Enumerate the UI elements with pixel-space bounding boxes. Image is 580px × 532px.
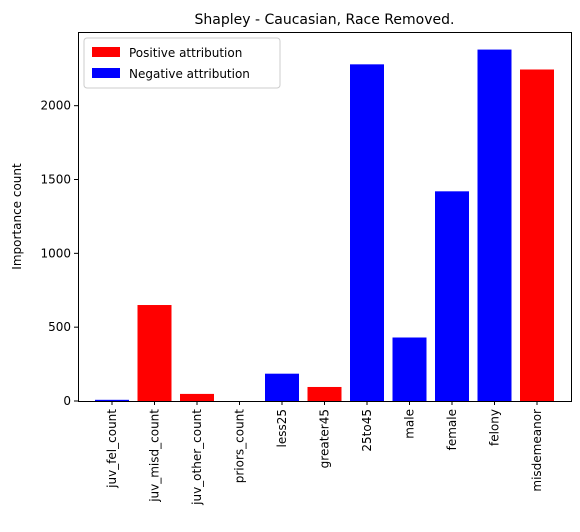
x-ticks-group: juv_fel_count juv_misd_count juv_other_cou… (105, 401, 544, 506)
x-tick-label: juv_other_count (190, 409, 204, 506)
x-tick-label: juv_misd_count (148, 409, 162, 503)
x-tick-label: misdemeanor (530, 409, 544, 492)
legend-label-positive: Positive attribution (129, 46, 242, 60)
x-tick-label: priors_count (233, 409, 247, 484)
bar-juv_misd_count (137, 305, 172, 401)
bar-25to45 (350, 64, 384, 401)
y-tick-label: 1000 (40, 246, 71, 260)
bars-group (95, 49, 554, 401)
y-tick-label: 500 (48, 320, 71, 334)
bar-juv_other_count (180, 393, 214, 401)
y-tick-label: 0 (63, 394, 71, 408)
legend-swatch-negative (92, 68, 120, 78)
legend-swatch-positive (92, 47, 120, 57)
x-tick-label: female (445, 409, 459, 450)
bar-less25 (265, 373, 299, 401)
legend: Positive attribution Negative attribution (83, 37, 281, 89)
bar-juv_fel_count (95, 399, 129, 401)
bar-female (435, 191, 469, 401)
bar-misdemeanor (520, 69, 554, 401)
chart-title: Shapley - Caucasian, Race Removed. (195, 12, 455, 28)
y-tick-label: 1500 (40, 173, 71, 187)
y-tick-label: 2000 (40, 99, 71, 113)
x-tick-label: less25 (275, 409, 289, 448)
legend-label-negative: Negative attribution (129, 67, 250, 81)
bar-felony (477, 49, 512, 401)
x-tick-label: male (403, 409, 417, 439)
bar-male (392, 337, 427, 401)
legend-box (83, 37, 281, 89)
y-ticks-group: 0 500 1000 1500 2000 (40, 99, 78, 408)
plot-frame (78, 32, 572, 402)
x-tick-label: juv_fel_count (105, 409, 119, 489)
x-tick-label: 25to45 (360, 409, 374, 452)
bar-greater45 (307, 386, 342, 401)
x-tick-label: felony (488, 409, 502, 446)
y-axis-label: Importance count (10, 163, 24, 270)
x-tick-label: greater45 (318, 409, 332, 468)
